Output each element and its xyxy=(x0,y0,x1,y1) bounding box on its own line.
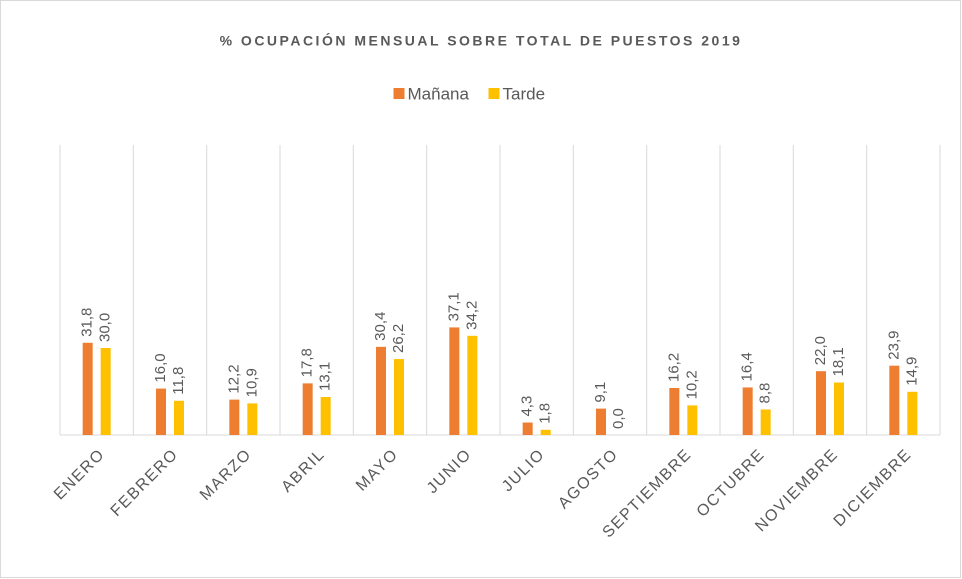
data-label: 9,1 xyxy=(592,382,609,403)
bar xyxy=(834,382,844,435)
data-label: 10,2 xyxy=(683,370,700,399)
data-label: 16,2 xyxy=(665,353,682,382)
data-label: 14,9 xyxy=(903,357,920,386)
data-label: 16,4 xyxy=(739,352,756,381)
data-label: 13,1 xyxy=(317,362,334,391)
bar xyxy=(907,391,918,435)
data-label: 11,8 xyxy=(170,367,187,395)
bar xyxy=(320,397,331,435)
legend-label: Mañana xyxy=(408,84,470,103)
data-label: 22,0 xyxy=(812,336,829,365)
data-label: 23,9 xyxy=(885,330,902,359)
data-label: 30,4 xyxy=(372,312,389,341)
bar xyxy=(816,371,826,435)
bar xyxy=(82,342,93,435)
data-label: 12,2 xyxy=(225,364,242,393)
data-label: 16,0 xyxy=(152,353,169,382)
data-label: 26,2 xyxy=(390,324,407,353)
legend-swatch xyxy=(393,88,405,99)
bar xyxy=(596,408,606,435)
bar xyxy=(540,429,551,435)
bar xyxy=(467,335,478,435)
data-label: 18,1 xyxy=(830,347,847,376)
data-label: 10,9 xyxy=(243,368,260,397)
bar xyxy=(100,348,111,435)
bar xyxy=(229,399,240,435)
bar xyxy=(247,403,258,435)
bar xyxy=(522,422,533,435)
legend-label: Tarde xyxy=(503,84,546,103)
bar xyxy=(889,365,900,435)
bar xyxy=(394,359,404,435)
chart-title: % OCUPACIÓN MENSUAL SOBRE TOTAL DE PUEST… xyxy=(220,32,743,49)
bar xyxy=(760,409,771,435)
data-label: 8,8 xyxy=(757,383,774,404)
data-label: 37,1 xyxy=(445,292,462,321)
data-label: 17,8 xyxy=(299,348,316,377)
bar xyxy=(376,346,386,435)
data-label: 4,3 xyxy=(519,396,536,417)
data-label: 1,8 xyxy=(537,403,554,424)
data-label: 30,0 xyxy=(97,313,114,342)
bar xyxy=(669,388,680,435)
bar xyxy=(742,387,753,435)
data-label: 34,2 xyxy=(463,301,480,330)
data-label: 0,0 xyxy=(610,408,627,429)
bar xyxy=(302,383,313,435)
legend-swatch xyxy=(488,88,500,99)
bar xyxy=(174,400,184,435)
bar xyxy=(156,388,166,435)
bar xyxy=(449,327,460,435)
bar xyxy=(687,405,698,435)
data-label: 31,8 xyxy=(79,308,96,337)
